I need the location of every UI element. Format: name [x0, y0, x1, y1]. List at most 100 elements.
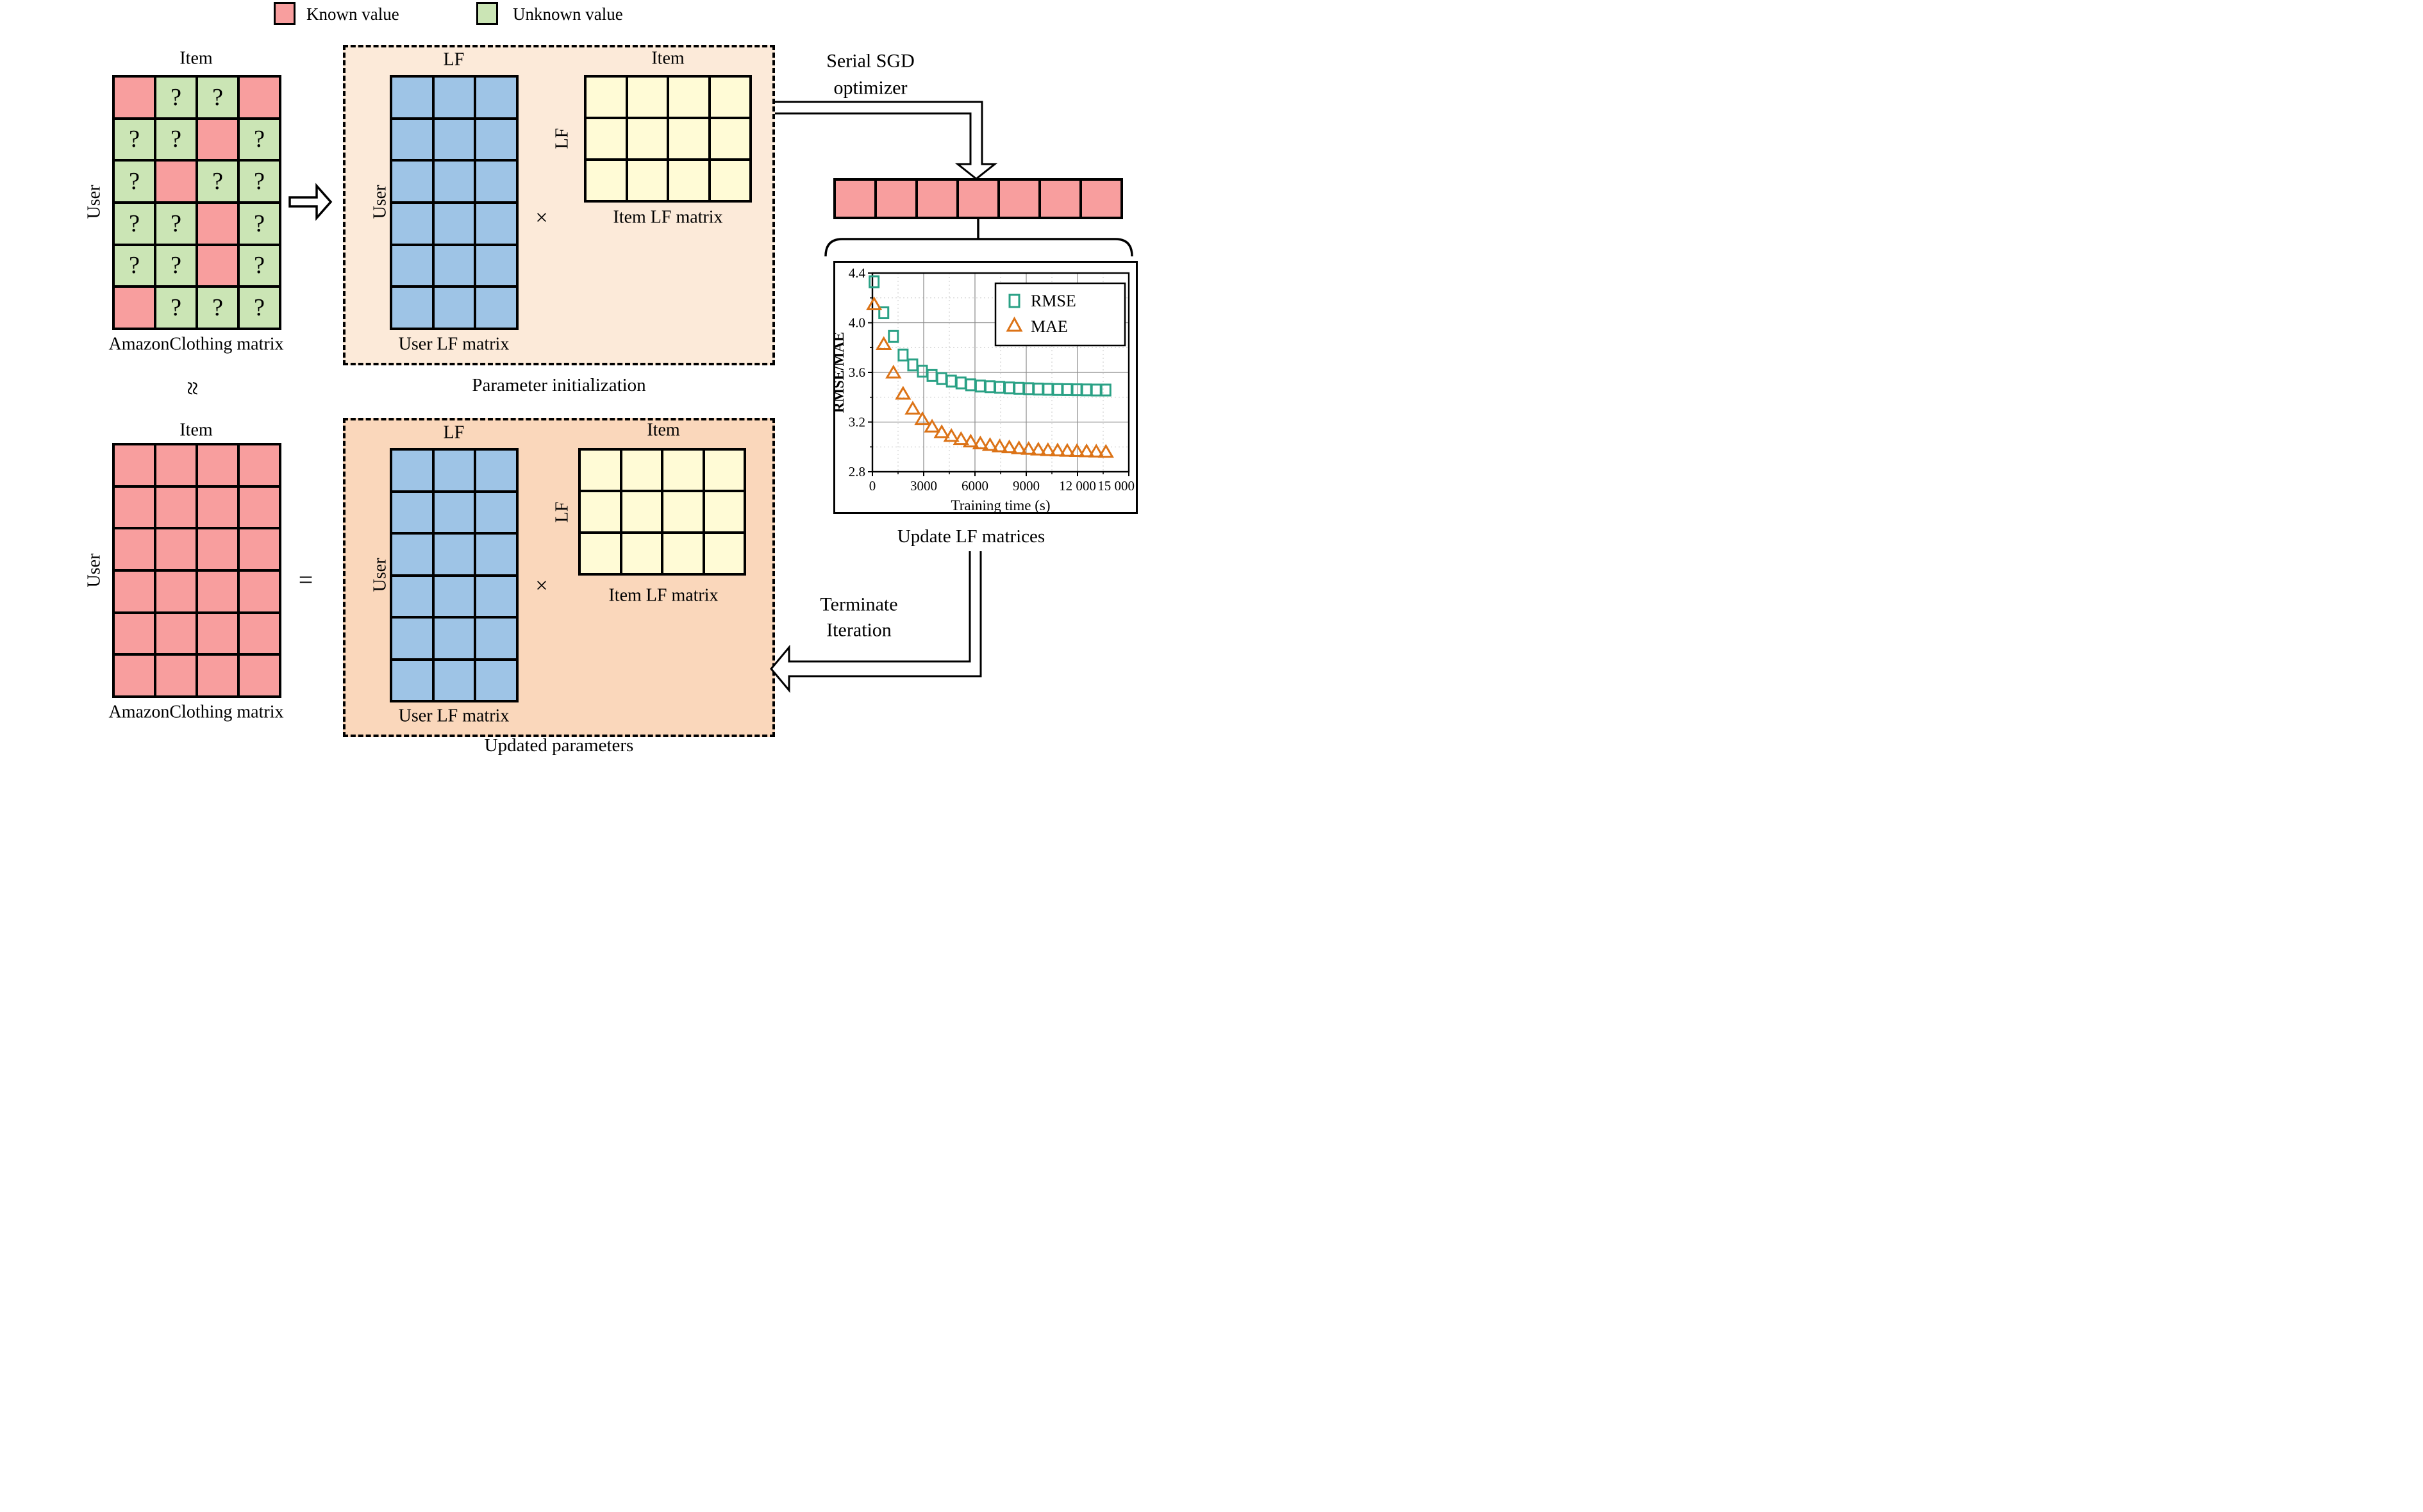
- init-user-lf-caption: User LF matrix: [398, 334, 510, 354]
- matrix-cell: [392, 576, 432, 616]
- approx-symbol: ≈: [178, 381, 207, 395]
- matrix-cell: [240, 445, 279, 485]
- sgd-elbow-arrow-icon: [775, 101, 998, 180]
- source-matrix: ?????????????????: [112, 75, 281, 330]
- matrix-cell: [663, 492, 703, 531]
- unknown-cell: ?: [115, 119, 154, 160]
- matrix-cell: [622, 451, 661, 490]
- unknown-cell: ?: [198, 162, 237, 201]
- matrix-cell: [704, 492, 744, 531]
- matrix-cell: [115, 656, 154, 695]
- init-multiply-symbol: ×: [535, 206, 548, 230]
- matrix-cell: [710, 119, 749, 158]
- matrix-cell: [581, 534, 620, 573]
- matrix-cell: [476, 451, 516, 490]
- svg-text:3.6: 3.6: [849, 365, 865, 380]
- source-matrix-item-label: Item: [179, 48, 213, 69]
- dense-matrix-user-label: User: [84, 553, 104, 588]
- matrix-cell: [476, 288, 516, 328]
- matrix-cell: [115, 613, 154, 654]
- matrix-cell: [669, 119, 708, 158]
- matrix-cell: [392, 288, 432, 328]
- matrix-cell: [198, 487, 237, 528]
- matrix-cell: [476, 204, 516, 244]
- matrix-cell: [434, 451, 474, 490]
- matrix-cell: [622, 492, 661, 531]
- matrix-cell: [392, 619, 432, 658]
- dense-matrix-caption: AmazonClothing matrix: [108, 702, 284, 722]
- unknown-cell: ?: [156, 204, 196, 244]
- vector-chart-bracket: [824, 219, 1133, 257]
- known-cell: [156, 162, 196, 201]
- unknown-cell: ?: [198, 78, 237, 117]
- matrix-cell: [663, 534, 703, 573]
- matrix-cell: [663, 451, 703, 490]
- matrix-cell: [198, 613, 237, 654]
- init-item-lf-matrix: [584, 75, 752, 203]
- unknown-cell: ?: [198, 288, 237, 328]
- matrix-cell: [392, 119, 432, 160]
- right-block-arrow-icon: [288, 183, 333, 221]
- unknown-cell: ?: [240, 204, 279, 244]
- parameter-initialization-caption: Parameter initialization: [472, 375, 646, 396]
- terminate-label-line2: Iteration: [826, 619, 892, 641]
- matrix-cell: [156, 656, 196, 695]
- terminate-label-line1: Terminate: [820, 594, 898, 615]
- matrix-cell: [115, 572, 154, 611]
- matrix-cell: [392, 535, 432, 574]
- known-cell: [198, 119, 237, 160]
- matrix-cell: [476, 245, 516, 286]
- svg-text:3000: 3000: [910, 478, 937, 494]
- matrix-cell: [434, 119, 474, 160]
- unknown-cell: ?: [115, 162, 154, 201]
- known-value-label: Known value: [306, 4, 399, 24]
- matrix-cell: [434, 576, 474, 616]
- updated-user-lf-top-label: LF: [443, 422, 465, 443]
- init-item-lf-side-label: LF: [552, 128, 572, 149]
- rmse-mae-chart-box: 2.8 3.2 3.6 4.0 4.4 0 3000 6000 9000 12 000 15 000…: [831, 261, 1138, 514]
- matrix-cell: [669, 161, 708, 200]
- svg-text:0: 0: [869, 478, 876, 494]
- svg-text:9000: 9000: [1013, 478, 1040, 494]
- updated-user-lf-caption: User LF matrix: [398, 706, 510, 726]
- matrix-cell: [392, 492, 432, 532]
- updated-item-lf-top-label: Item: [647, 420, 680, 440]
- init-user-lf-side-label: User: [370, 185, 390, 219]
- matrix-cell: [476, 660, 516, 700]
- svg-text:4.0: 4.0: [849, 315, 865, 331]
- matrix-cell: [115, 445, 154, 485]
- matrix-cell: [1000, 181, 1038, 217]
- matrix-cell: [434, 492, 474, 532]
- init-user-lf-top-label: LF: [443, 49, 465, 70]
- update-lf-caption: Update LF matrices: [897, 526, 1045, 547]
- svg-text:3.2: 3.2: [849, 415, 865, 430]
- matrix-cell: [115, 487, 154, 528]
- matrix-cell: [628, 78, 667, 117]
- matrix-cell: [198, 445, 237, 485]
- init-item-lf-caption: Item LF matrix: [613, 207, 723, 228]
- matrix-cell: [392, 162, 432, 201]
- matrix-cell: [434, 619, 474, 658]
- svg-text:RMSE: RMSE: [1031, 292, 1076, 310]
- unknown-cell: ?: [156, 288, 196, 328]
- matrix-cell: [240, 572, 279, 611]
- matrix-cell: [392, 245, 432, 286]
- matrix-cell: [434, 660, 474, 700]
- known-cell: [198, 204, 237, 244]
- source-matrix-caption: AmazonClothing matrix: [108, 334, 284, 354]
- known-cell: [115, 288, 154, 328]
- updated-user-lf-matrix: [390, 448, 519, 702]
- updated-parameters-caption: Updated parameters: [484, 735, 634, 756]
- unknown-cell: ?: [156, 78, 196, 117]
- matrix-cell: [392, 78, 432, 117]
- matrix-cell: [476, 535, 516, 574]
- matrix-cell: [434, 535, 474, 574]
- source-matrix-user-label: User: [84, 185, 104, 219]
- updated-multiply-symbol: ×: [535, 574, 548, 598]
- terminate-elbow-arrow-icon: [770, 551, 982, 694]
- matrix-cell: [434, 162, 474, 201]
- matrix-cell: [240, 613, 279, 654]
- svg-text:2.8: 2.8: [849, 464, 865, 479]
- rating-vector: [833, 178, 1123, 219]
- matrix-cell: [836, 181, 874, 217]
